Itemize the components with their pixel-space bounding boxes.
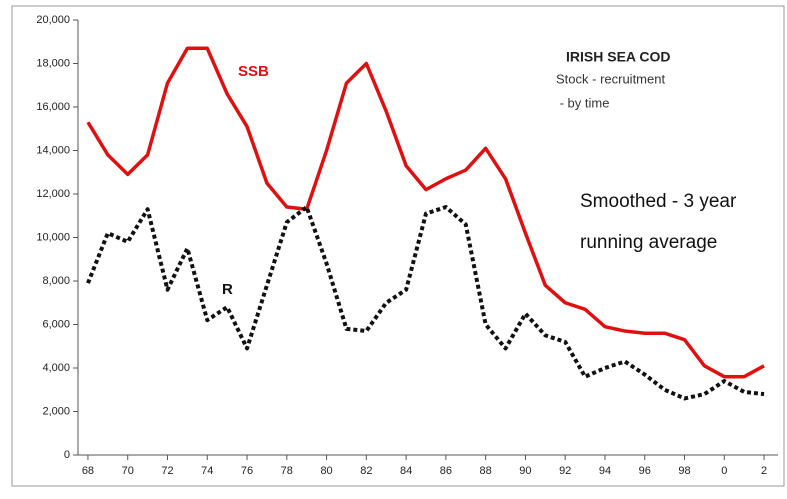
x-tick-label: 86 [440,465,452,477]
y-tick-label: 14,000 [36,144,70,156]
y-tick-label: 4,000 [42,362,70,374]
x-tick-label: 98 [678,465,690,477]
series-line [86,205,765,401]
x-tick-label: 68 [82,465,94,477]
series-label: SSB [238,63,269,80]
x-tick-label: 90 [519,465,531,477]
x-tick-label: 2 [761,465,767,477]
y-tick-label: 2,000 [42,405,70,417]
y-tick-label: 18,000 [36,57,70,69]
y-tick-label: 8,000 [42,275,70,287]
y-tick-label: 12,000 [36,188,70,200]
subtitle: - by time [556,95,609,110]
x-tick-label: 72 [161,465,173,477]
x-tick-label: 70 [122,465,134,477]
x-tick-label: 78 [281,465,293,477]
x-tick-label: 74 [201,465,213,477]
x-tick-label: 0 [721,465,727,477]
x-tick-label: 82 [360,465,372,477]
x-tick-label: 84 [400,465,412,477]
x-tick-label: 96 [639,465,651,477]
series-line [86,46,765,379]
annotation: Smoothed - 3 year [580,191,737,212]
y-tick-label: 0 [64,449,70,461]
x-tick-label: 94 [599,465,611,477]
y-tick-label: 10,000 [36,231,70,243]
y-tick-label: 20,000 [36,14,70,26]
y-tick-label: 16,000 [36,101,70,113]
x-tick-label: 92 [559,465,571,477]
frame [11,5,785,487]
x-tick-label: 80 [320,465,332,477]
chart-title: IRISH SEA COD [566,49,671,65]
x-tick-label: 88 [480,465,492,477]
subtitle: Stock - recruitment [556,71,665,86]
series-label: R [222,281,233,298]
annotation: running average [580,232,717,253]
y-tick-label: 6,000 [42,318,70,330]
x-tick-label: 76 [241,465,253,477]
